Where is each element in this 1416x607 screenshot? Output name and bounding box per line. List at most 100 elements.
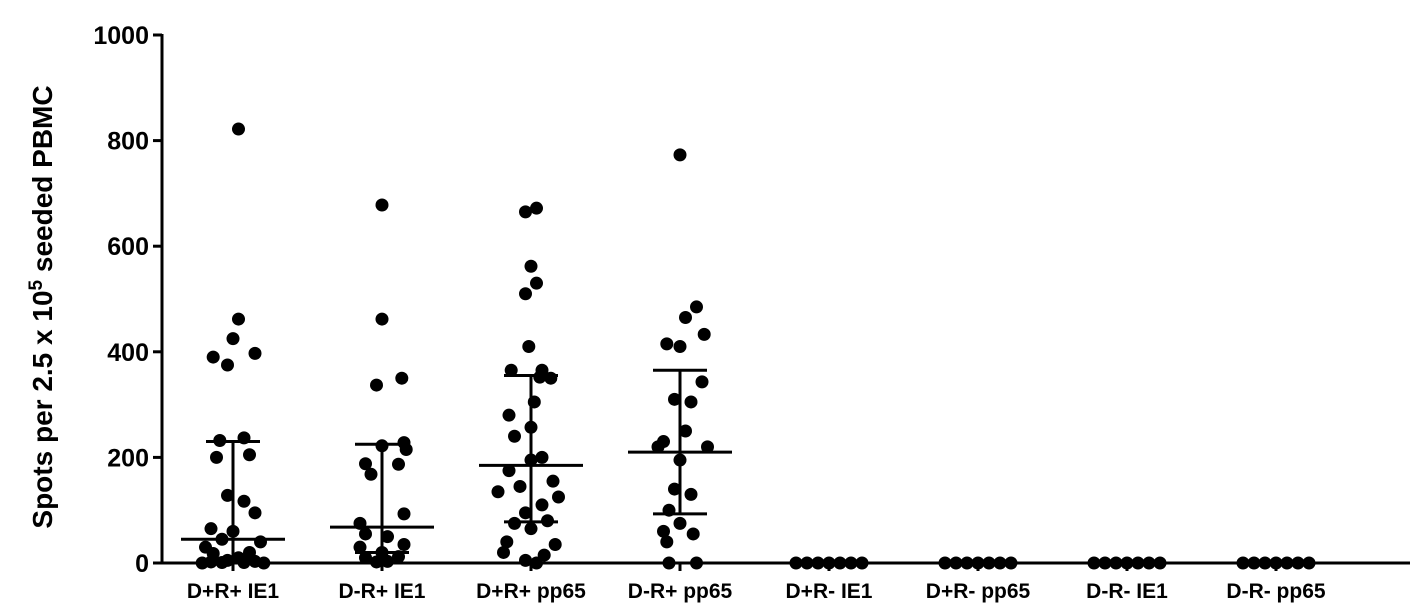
data-point [248, 506, 262, 520]
y-axis-label-suffix: seeded PBMC [27, 85, 58, 280]
data-point [949, 556, 963, 570]
data-point [519, 287, 532, 301]
y-tick-label: 1000 [93, 22, 149, 50]
data-point [679, 310, 692, 324]
data-point [353, 540, 367, 554]
data-point [541, 514, 554, 528]
data-point [690, 300, 703, 314]
data-point [1004, 556, 1018, 570]
data-point [508, 516, 521, 530]
x-tick-label: D-R+ IE1 [339, 580, 426, 603]
data-point [673, 516, 687, 530]
data-point [1236, 556, 1250, 570]
data-point [232, 122, 245, 136]
data-point [546, 474, 560, 488]
data-point [789, 556, 803, 570]
data-point [519, 506, 532, 520]
data-point [375, 312, 389, 326]
data-point [392, 457, 405, 471]
data-point [524, 259, 538, 273]
data-point [254, 535, 267, 549]
data-point [257, 556, 271, 570]
data-point [221, 488, 234, 502]
data-point [375, 439, 389, 453]
data-point [530, 201, 543, 215]
data-point [668, 482, 681, 496]
data-point [395, 371, 409, 385]
data-point [982, 556, 996, 570]
data-point [226, 524, 240, 538]
data-point [701, 440, 714, 454]
y-axis-label-superscript: 5 [26, 279, 47, 290]
x-tick-label: D-R- IE1 [1086, 580, 1168, 603]
y-tick-label: 0 [135, 550, 149, 578]
data-point [938, 556, 952, 570]
data-point [1131, 556, 1145, 570]
data-point [243, 448, 256, 462]
data-point [530, 556, 543, 570]
data-point [668, 392, 681, 406]
data-point [215, 555, 229, 569]
x-axis: D+R+ IE1 D-R+ IE1 D+R+ pp65 D-R+ pp65 D+R- I… [162, 561, 1410, 603]
data-point [513, 479, 527, 493]
y-tick-label: 600 [107, 233, 149, 261]
data-point [822, 556, 836, 570]
data-point [684, 395, 698, 409]
data-point [690, 556, 703, 570]
data-point [359, 551, 372, 565]
data-point [686, 527, 700, 541]
data-point [552, 490, 565, 504]
data-point [375, 198, 389, 212]
data-point [695, 375, 709, 389]
data-point [548, 538, 562, 552]
data-point [210, 450, 223, 464]
data-point [673, 148, 687, 162]
data-point [497, 545, 510, 559]
data-point [519, 205, 532, 219]
data-point [684, 487, 698, 501]
data-point [204, 522, 218, 536]
x-tick-label: D+R- IE1 [786, 580, 873, 603]
data-point [662, 503, 676, 517]
data-point [1087, 556, 1101, 570]
data-point [195, 556, 209, 570]
data-point [527, 395, 541, 409]
data-point [1280, 556, 1294, 570]
data-point [500, 535, 514, 549]
data-point [226, 332, 240, 346]
data-point [213, 434, 227, 448]
data-point [248, 346, 262, 360]
data-point [370, 378, 383, 392]
data-point [1247, 556, 1261, 570]
y-tick-label: 400 [107, 339, 149, 367]
data-point [524, 453, 538, 467]
data-point [206, 350, 220, 364]
data-point [524, 420, 538, 434]
data-point [397, 507, 411, 521]
data-point [237, 431, 251, 445]
x-tick-label: D-R+ pp65 [628, 580, 733, 603]
data-point [530, 276, 543, 290]
data-point [502, 464, 516, 478]
data-point [535, 450, 549, 464]
x-tick-label: D+R+ IE1 [187, 580, 280, 603]
data-point [662, 556, 676, 570]
data-point [1153, 556, 1167, 570]
data-point [370, 555, 383, 569]
data-point [237, 494, 251, 508]
data-point [392, 550, 405, 564]
data-point [232, 312, 245, 326]
data-point [504, 363, 518, 377]
data-point [508, 429, 521, 443]
data-point [971, 556, 985, 570]
data-point [993, 556, 1007, 570]
data-point [673, 340, 687, 354]
data-point [491, 485, 505, 499]
data-point [364, 467, 378, 481]
data-point [533, 370, 547, 384]
y-tick-label: 200 [107, 444, 149, 472]
x-tick-label: D+R+ pp65 [476, 580, 586, 603]
data-point [544, 371, 558, 385]
data-point [679, 424, 692, 438]
